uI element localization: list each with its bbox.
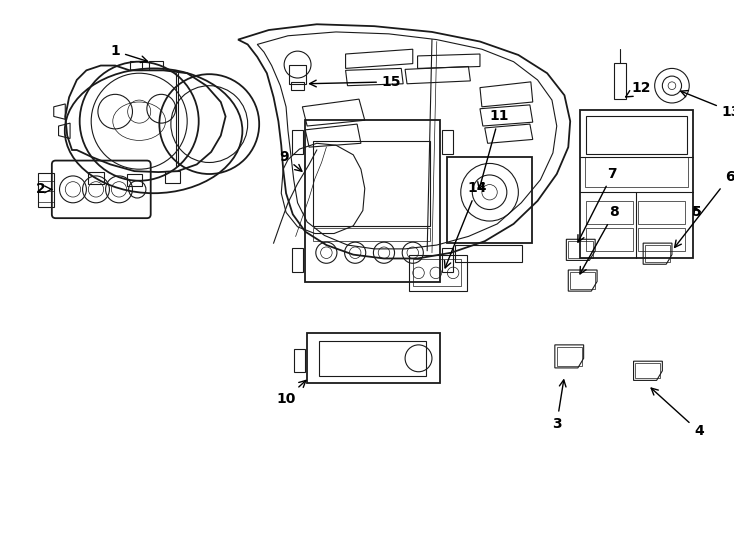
Bar [409, 255, 467, 291]
Bar [568, 241, 593, 259]
Text: 4: 4 [651, 388, 704, 438]
Bar [442, 130, 453, 154]
Text: 14: 14 [445, 181, 487, 268]
Bar [636, 363, 661, 379]
Bar [455, 245, 522, 262]
Bar [570, 272, 595, 289]
Text: 6: 6 [675, 170, 734, 247]
Bar [319, 341, 426, 376]
Text: 10: 10 [277, 381, 306, 406]
Bar [292, 248, 303, 272]
Text: 5: 5 [692, 205, 702, 219]
Bar [291, 82, 305, 90]
Text: 3: 3 [552, 380, 566, 430]
Bar [639, 201, 686, 224]
Bar [442, 248, 453, 272]
Bar [307, 333, 440, 383]
Bar [557, 347, 582, 366]
Text: 9: 9 [280, 150, 302, 171]
Bar [586, 228, 633, 251]
Bar [38, 173, 54, 207]
Bar [447, 157, 532, 243]
Bar [292, 130, 303, 154]
Text: 13: 13 [680, 91, 734, 119]
Bar [313, 228, 430, 241]
Text: 8: 8 [580, 205, 619, 274]
Bar [289, 65, 306, 84]
Text: 11: 11 [478, 110, 509, 189]
Text: 15: 15 [310, 75, 401, 89]
Text: 2: 2 [35, 183, 51, 197]
Bar [584, 157, 688, 187]
Bar [586, 201, 633, 224]
Bar [639, 228, 686, 251]
Text: 12: 12 [625, 80, 651, 97]
Bar [586, 116, 687, 154]
Bar [580, 110, 693, 259]
Bar [645, 245, 670, 262]
Text: 7: 7 [578, 167, 617, 242]
Bar [614, 63, 626, 99]
Bar [313, 141, 430, 226]
Bar [294, 349, 305, 372]
Text: 1: 1 [110, 44, 148, 63]
Bar [413, 259, 461, 286]
